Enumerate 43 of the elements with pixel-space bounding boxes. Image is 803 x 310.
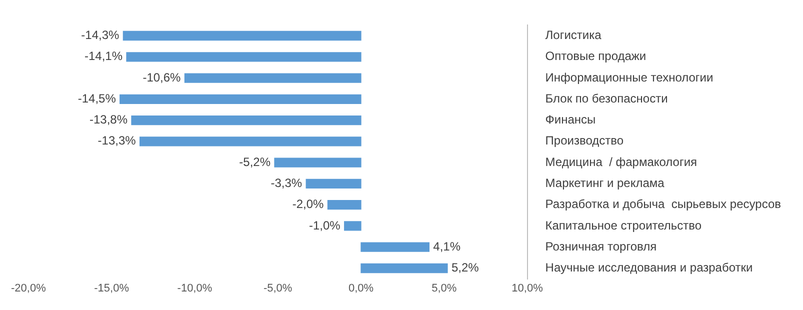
y-tick-label: Блок по безопасности — [545, 91, 668, 106]
data-label: -3,3% — [270, 176, 302, 190]
bar — [360, 242, 430, 252]
data-label: 5,2% — [451, 260, 480, 275]
data-label: -5,2% — [239, 154, 271, 169]
y-tick-label: Финансы — [545, 112, 596, 127]
bar — [327, 200, 362, 210]
bar — [306, 178, 362, 189]
data-label: -1,0% — [309, 218, 341, 232]
x-tick-label: 0,0% — [348, 282, 374, 294]
y-tick-label: Розничная торговля — [545, 239, 657, 254]
data-label: -14,5% — [78, 91, 116, 106]
y-tick-label: Производство — [545, 134, 624, 148]
bar — [126, 52, 362, 62]
x-tick-label: -20,0% — [10, 282, 46, 294]
bar — [140, 136, 362, 146]
bar — [344, 221, 362, 231]
bar — [122, 30, 362, 41]
x-tick-label: -5,0% — [263, 282, 292, 294]
y-tick-label: Капитальное строительство — [545, 218, 702, 232]
data-label: -2,0% — [292, 197, 324, 212]
x-tick-label: -10,0% — [177, 282, 212, 294]
data-label: -14,3% — [81, 28, 120, 42]
data-label: -13,3% — [98, 134, 136, 148]
y-tick-label: Логистика — [545, 28, 602, 42]
data-label: 4,1% — [433, 239, 461, 254]
y-tick-label: Разработка и добыча сырьевых ресурсов — [545, 197, 782, 212]
bar — [360, 263, 448, 274]
x-tick-label: -15,0% — [94, 282, 130, 294]
bar — [120, 94, 362, 104]
y-tick-label: Оптовые продажи — [545, 49, 646, 64]
y-tick-label: Научные исследования и разработки — [545, 260, 753, 275]
y-tick-label: Маркетинг и реклама — [545, 176, 665, 190]
bar — [274, 158, 362, 168]
x-tick-label: 5,0% — [432, 282, 457, 294]
y-tick-label: Информационные технологии — [545, 70, 714, 84]
x-tick-label: 10,0% — [512, 282, 544, 294]
data-label: -14,1% — [84, 49, 123, 64]
data-label: -10,6% — [142, 70, 182, 84]
bar — [131, 115, 362, 126]
data-label: -13,8% — [89, 112, 128, 127]
bar — [184, 73, 362, 83]
y-tick-label: Медицина / фармакология — [545, 154, 698, 169]
